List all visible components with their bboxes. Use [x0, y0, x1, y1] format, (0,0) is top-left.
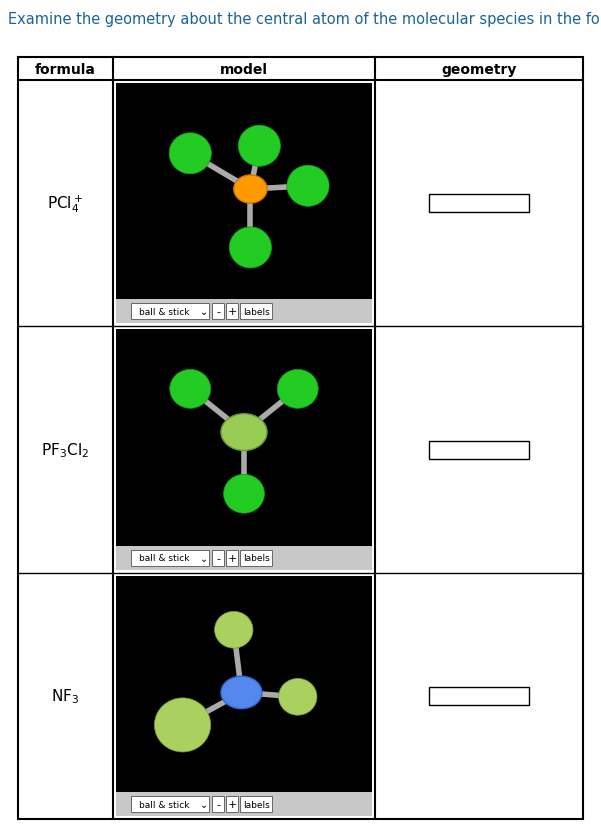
- Ellipse shape: [229, 228, 272, 268]
- Ellipse shape: [169, 370, 211, 409]
- Ellipse shape: [154, 698, 211, 752]
- Bar: [131, 550, 209, 566]
- Text: labels: labels: [243, 307, 269, 316]
- Bar: [212, 304, 224, 320]
- Text: labels: labels: [243, 553, 269, 562]
- Ellipse shape: [169, 133, 212, 175]
- Ellipse shape: [234, 176, 267, 204]
- Bar: [240, 550, 272, 566]
- Bar: [226, 796, 238, 812]
- Text: labels: labels: [243, 800, 269, 808]
- Bar: [116, 330, 372, 570]
- Text: -: -: [216, 307, 220, 317]
- Text: ball & stick: ball & stick: [139, 553, 189, 562]
- Text: geometry: geometry: [441, 62, 517, 76]
- Bar: [429, 687, 529, 705]
- Bar: [240, 304, 272, 320]
- Text: ⌄: ⌄: [200, 553, 208, 563]
- Ellipse shape: [221, 676, 262, 709]
- Ellipse shape: [278, 679, 317, 715]
- Text: model: model: [220, 62, 268, 76]
- Bar: [131, 304, 209, 320]
- Text: ball & stick: ball & stick: [139, 307, 189, 316]
- Text: PF$_3$Cl$_2$: PF$_3$Cl$_2$: [41, 440, 90, 460]
- Text: ⌄: ⌄: [200, 799, 208, 809]
- Text: PCl$_4^+$: PCl$_4^+$: [47, 193, 84, 214]
- Text: NF$_3$: NF$_3$: [52, 686, 79, 705]
- Bar: [240, 796, 272, 812]
- Bar: [116, 300, 372, 324]
- Text: +: +: [227, 307, 237, 317]
- Ellipse shape: [238, 126, 281, 167]
- Bar: [116, 576, 372, 816]
- Text: ball & stick: ball & stick: [139, 800, 189, 808]
- Text: -: -: [216, 553, 220, 563]
- Text: Examine the geometry about the central atom of the molecular species in the foll: Examine the geometry about the central a…: [8, 12, 601, 27]
- Ellipse shape: [277, 370, 319, 409]
- Bar: [429, 441, 529, 459]
- Bar: [226, 304, 238, 320]
- Ellipse shape: [224, 474, 264, 513]
- Text: -: -: [216, 799, 220, 809]
- Ellipse shape: [215, 612, 253, 648]
- Bar: [116, 84, 372, 324]
- Bar: [212, 796, 224, 812]
- Text: formula: formula: [35, 62, 96, 76]
- Ellipse shape: [221, 414, 267, 451]
- Text: ⌄: ⌄: [200, 307, 208, 317]
- Bar: [131, 796, 209, 812]
- Bar: [429, 195, 529, 213]
- Text: +: +: [227, 799, 237, 809]
- Bar: [116, 546, 372, 570]
- Text: +: +: [227, 553, 237, 563]
- Ellipse shape: [287, 166, 329, 207]
- Bar: [212, 550, 224, 566]
- Bar: [226, 550, 238, 566]
- Bar: [116, 792, 372, 816]
